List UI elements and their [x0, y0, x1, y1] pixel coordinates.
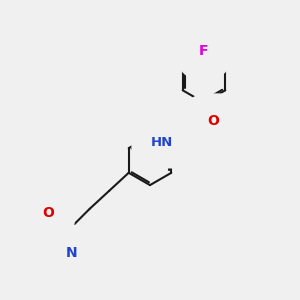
Text: O: O [42, 206, 54, 220]
Text: HN: HN [151, 136, 173, 149]
Text: N: N [65, 246, 77, 260]
Text: F: F [199, 44, 209, 58]
Text: O: O [207, 114, 219, 128]
